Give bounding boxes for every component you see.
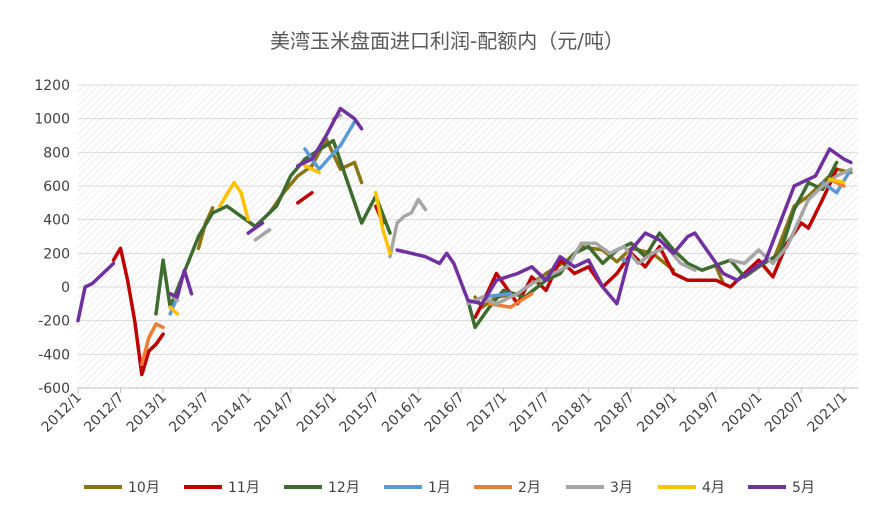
series-line [820,167,853,195]
legend-label: 11月 [228,480,260,496]
legend-label: 1月 [428,480,451,496]
x-tick-label: 2020/7 [762,390,808,436]
plot-area [78,85,858,388]
x-tick-label: 2017/7 [507,390,553,436]
legend-item: 1月 [384,480,451,496]
series-line [827,177,846,185]
series-line [296,190,314,205]
y-tick-label: 0 [61,280,70,296]
x-tick-label: 2014/7 [251,390,297,436]
legend-item: 2月 [474,480,541,496]
series-line [395,147,853,306]
y-axis: -600 -400 -200 0 200 400 600 800 1000 1200 [34,78,70,397]
x-tick-label: 2016/1 [379,390,425,436]
legend-item: 10月 [84,480,160,496]
series-line [168,305,180,316]
series-line [714,265,726,286]
x-tick-label: 2017/1 [464,390,510,436]
x-tick-label: 2012/7 [81,390,127,436]
series-8 [76,106,853,323]
series-point [621,257,627,263]
series-line [303,164,321,175]
y-tick-label: 1000 [34,112,70,128]
x-tick-label: 2015/1 [294,390,340,436]
y-tick-label: -600 [38,381,70,397]
series-line [466,241,697,306]
series-line [168,268,194,299]
legend: 10月 11月 12月 1月 2月 3月 4月 5月 [84,480,815,496]
x-tick-label: 2018/1 [549,390,595,436]
legend-label: 10月 [128,480,160,496]
series-line [140,322,165,367]
series-line [218,180,250,222]
x-tick-label: 2013/7 [166,390,212,436]
legend-label: 4月 [702,480,725,496]
legend-label: 3月 [610,480,633,496]
y-tick-label: 1200 [34,78,70,94]
series-line [374,190,392,256]
legend-label: 12月 [328,480,360,496]
legend-label: 2月 [518,480,541,496]
series-line [76,261,116,323]
legend-item: 5月 [748,480,815,496]
x-tick-label: 2021/1 [804,390,850,436]
series-line [111,246,165,377]
y-tick-label: -200 [38,314,70,330]
x-tick-label: 2014/1 [209,390,255,436]
x-tick-label: 2020/1 [719,390,765,436]
y-tick-label: 800 [43,145,70,161]
x-tick-label: 2018/7 [592,390,638,436]
x-tick-label: 2019/1 [634,390,680,436]
legend-item: 3月 [566,480,633,496]
x-tick-label: 2016/7 [422,390,468,436]
y-tick-label: -400 [38,347,70,363]
series-7 [168,164,846,316]
series-line [296,106,364,168]
series-line [246,221,265,235]
legend-label: 5月 [792,480,815,496]
series-layer [76,106,853,377]
series-line [388,197,428,259]
legend-item: 4月 [658,480,725,496]
y-tick-label: 400 [43,213,70,229]
series-line [253,228,272,242]
x-tick-label: 2019/7 [677,390,723,436]
x-axis: 2012/12012/72013/12013/72014/12014/72015… [39,387,858,436]
legend-item: 12月 [284,480,360,496]
x-tick-label: 2015/7 [336,390,382,436]
y-tick-label: 600 [43,179,70,195]
y-tick-label: 200 [43,246,70,262]
legend-item: 11月 [184,480,260,496]
x-tick-label: 2013/1 [124,390,170,436]
chart-title: 美湾玉米盘面进口利润-配额内（元/吨） [270,29,624,53]
